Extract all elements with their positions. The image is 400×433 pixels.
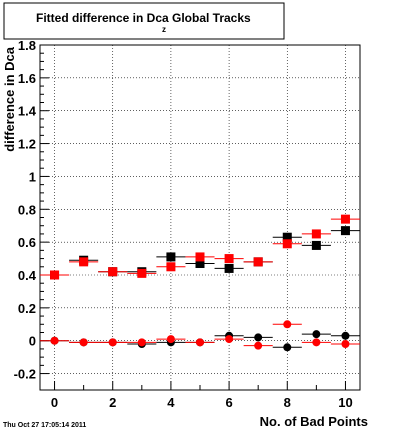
data-point-square bbox=[282, 239, 292, 249]
data-point-circle bbox=[341, 340, 350, 348]
data-point-circle bbox=[50, 336, 59, 345]
timestamp: Thu Oct 27 17:05:14 2011 bbox=[3, 422, 86, 429]
y-axis-title: difference in Dca bbox=[2, 46, 17, 152]
data-point-square bbox=[50, 270, 60, 280]
x-tick-label: 6 bbox=[225, 395, 232, 410]
data-point-circle bbox=[312, 330, 321, 339]
data-point-circle bbox=[166, 335, 175, 344]
data-point-circle bbox=[254, 333, 263, 342]
chart-title-suffix: Global Tracks bbox=[172, 11, 251, 25]
data-point-square bbox=[340, 214, 350, 224]
data-point-circle bbox=[108, 338, 117, 347]
data-point-square bbox=[253, 257, 263, 267]
axis-ticks bbox=[40, 44, 346, 390]
data-point-circle bbox=[341, 331, 350, 340]
data-point-square bbox=[195, 252, 205, 262]
data-point-square bbox=[311, 229, 321, 239]
y-tick-label: 1.6 bbox=[18, 71, 36, 86]
grid-lines bbox=[40, 44, 360, 390]
x-tick-label: 10 bbox=[338, 395, 352, 410]
x-axis-title: No. of Bad Points bbox=[260, 414, 368, 429]
data-point-square bbox=[166, 252, 176, 262]
data-point-square bbox=[108, 267, 118, 277]
data-point-circle bbox=[196, 338, 204, 347]
data-point-square bbox=[195, 259, 205, 268]
data-point-square bbox=[224, 263, 234, 273]
data-point-circle bbox=[312, 338, 321, 347]
data-point-square bbox=[311, 240, 321, 250]
y-tick-label: 0.8 bbox=[18, 202, 36, 217]
data-point-square bbox=[340, 226, 350, 236]
y-tick-label: -0.2 bbox=[14, 367, 36, 382]
data-point-square bbox=[282, 232, 292, 242]
tick-labels: -0.2 0 0.2 0.4 0.6 0.8 1 1.2 1.4 1.6 1.8 0 2 4 6 8 10 bbox=[14, 38, 353, 410]
data-point-square bbox=[166, 262, 176, 272]
y-tick-label: 1 bbox=[29, 169, 36, 184]
chart-title-subscript: z bbox=[162, 25, 166, 34]
data-point-circle bbox=[254, 341, 263, 350]
title-box bbox=[3, 2, 285, 40]
data-marks bbox=[40, 214, 360, 352]
data-point-square bbox=[137, 268, 147, 278]
y-tick-label: 0.2 bbox=[18, 301, 36, 316]
data-point-circle bbox=[79, 338, 88, 347]
plot-frame bbox=[39, 44, 361, 391]
x-tick-label: 0 bbox=[51, 395, 58, 410]
x-tick-label: 2 bbox=[109, 395, 116, 410]
chart-title: Fitted difference in Dca bbox=[36, 11, 169, 25]
y-tick-label: 0 bbox=[29, 334, 36, 349]
y-tick-label: 1.2 bbox=[18, 137, 36, 152]
x-tick-label: 4 bbox=[167, 395, 175, 410]
data-point-circle bbox=[225, 335, 234, 344]
data-point-circle bbox=[283, 320, 292, 329]
data-point-circle bbox=[137, 338, 146, 347]
x-tick-label: 8 bbox=[284, 395, 291, 410]
y-tick-label: 1.8 bbox=[18, 38, 36, 53]
y-tick-label: 1.4 bbox=[18, 104, 37, 119]
data-point-square bbox=[79, 257, 89, 267]
y-tick-label: 0.6 bbox=[18, 235, 36, 250]
data-point-square bbox=[224, 254, 234, 264]
data-point-circle bbox=[283, 343, 292, 352]
y-tick-label: 0.4 bbox=[18, 268, 37, 283]
